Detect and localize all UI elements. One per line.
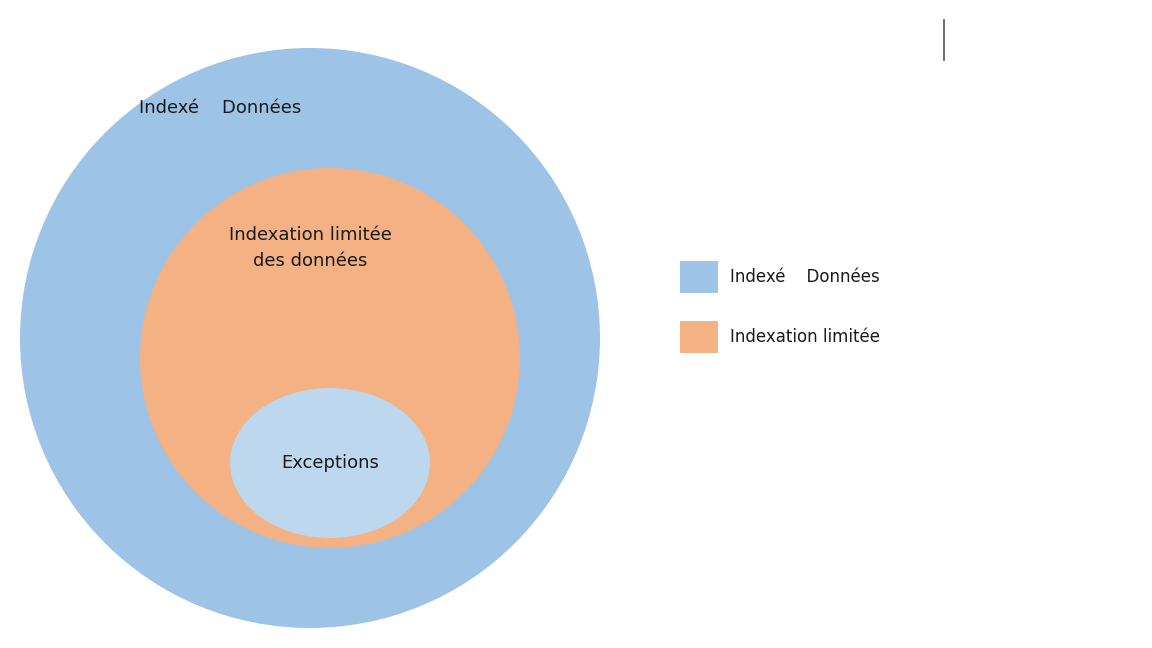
Text: Exceptions: Exceptions	[281, 454, 379, 472]
Text: Indexé    Données: Indexé Données	[730, 268, 880, 286]
Bar	[680, 321, 718, 353]
Text: Indexation limitée
des données: Indexation limitée des données	[228, 226, 392, 270]
Ellipse shape	[230, 388, 430, 538]
Bar	[680, 261, 718, 293]
Ellipse shape	[141, 168, 520, 548]
Text: Indexé    Données: Indexé Données	[139, 99, 301, 117]
Ellipse shape	[20, 48, 600, 628]
Text: Indexation limitée: Indexation limitée	[730, 328, 880, 346]
